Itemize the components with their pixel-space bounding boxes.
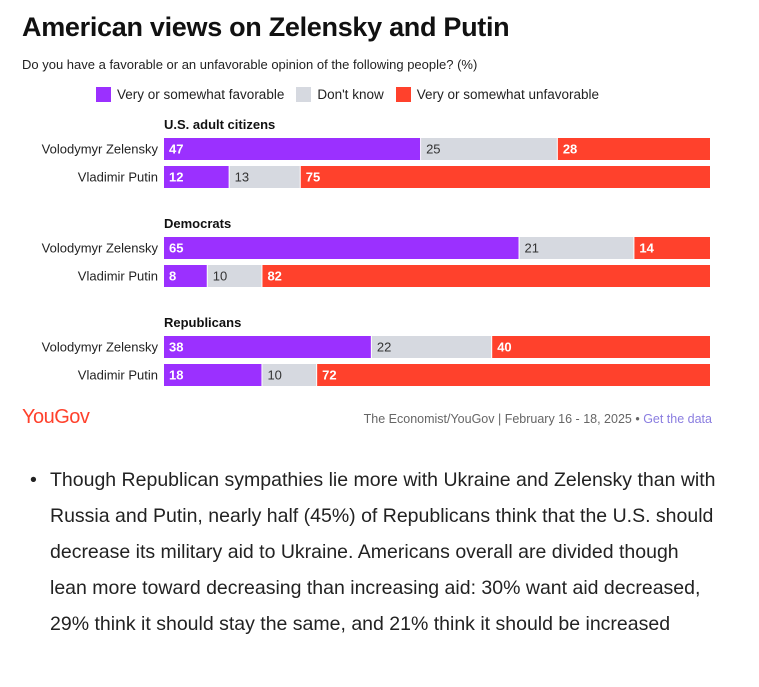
bar-value-unfavorable-1-0: 14 — [639, 241, 654, 256]
bar-value-favorable-2-1: 18 — [169, 368, 183, 383]
bar-unfavorable-1-1 — [262, 265, 710, 287]
bullet-point: • Though Republican sympathies lie more … — [30, 462, 720, 642]
bar-favorable-2-1 — [164, 364, 262, 386]
bar-dont-know-2-1 — [262, 364, 317, 386]
bar-favorable-0-1 — [164, 166, 229, 188]
bar-unfavorable-2-0 — [492, 336, 710, 358]
bar-favorable-0-0 — [164, 138, 421, 160]
stacked-bar-chart: U.S. adult citizens Volodymyr Zelensky 47 2… — [42, 117, 710, 386]
bar-dont-know-0-0 — [421, 138, 557, 160]
bar-value-unfavorable-0-0: 28 — [563, 142, 577, 157]
bar-dont-know-1-0 — [519, 237, 634, 259]
group-heading-0: U.S. adult citizens — [164, 117, 275, 132]
bar-value-dont-know-0-0: 25 — [426, 142, 440, 157]
bar-unfavorable-0-0 — [557, 138, 710, 160]
bar-unfavorable-1-0 — [634, 237, 710, 259]
row-label-0-0: Volodymyr Zelensky — [42, 142, 159, 157]
row-label-1-0: Volodymyr Zelensky — [42, 241, 159, 256]
bullet-dot: • — [30, 469, 37, 491]
yougov-logo: YouGov — [22, 406, 90, 428]
bar-value-unfavorable-2-0: 40 — [497, 340, 511, 355]
bar-value-dont-know-0-1: 13 — [235, 170, 249, 185]
bar-value-dont-know-1-1: 10 — [213, 269, 227, 284]
legend-swatch-unfavorable — [395, 87, 411, 102]
row-label-2-1: Vladimir Putin — [78, 368, 158, 383]
get-the-data-link[interactable]: Get the data — [643, 412, 712, 426]
bar-favorable-1-0 — [164, 237, 519, 259]
legend-item-dont-know: Don't know — [296, 87, 384, 102]
bar-dont-know-0-1 — [229, 166, 300, 188]
bullet-text: Though Republican sympathies lie more wi… — [50, 469, 716, 635]
bar-value-favorable-0-1: 12 — [169, 170, 183, 185]
legend-item-favorable: Very or somewhat favorable — [96, 87, 284, 102]
bar-value-unfavorable-2-1: 72 — [322, 368, 336, 383]
source-text: The Economist/YouGov | February 16 - 18,… — [363, 412, 640, 426]
legend: Very or somewhat favorable Don't know Ve… — [96, 87, 611, 102]
bar-value-dont-know-2-0: 22 — [377, 340, 391, 355]
row-label-1-1: Vladimir Putin — [78, 269, 158, 284]
bar-value-dont-know-1-0: 21 — [525, 241, 539, 256]
bar-dont-know-1-1 — [207, 265, 262, 287]
group-heading-1: Democrats — [164, 216, 231, 231]
bar-value-favorable-1-1: 8 — [169, 269, 176, 284]
bar-value-unfavorable-1-1: 82 — [267, 269, 281, 284]
legend-swatch-favorable — [96, 87, 111, 102]
footer-source: The Economist/YouGov | February 16 - 18,… — [364, 412, 712, 426]
bar-value-dont-know-2-1: 10 — [267, 368, 281, 383]
row-label-2-0: Volodymyr Zelensky — [42, 340, 159, 355]
bar-favorable-1-1 — [164, 265, 207, 287]
legend-item-unfavorable: Very or somewhat unfavorable — [395, 87, 600, 102]
group-heading-2: Republicans — [164, 315, 241, 330]
legend-label-dont-know: Don't know — [317, 87, 384, 102]
chart-title: American views on Zelensky and Putin — [22, 12, 510, 42]
bar-dont-know-2-0 — [371, 336, 492, 358]
bar-value-favorable-0-0: 47 — [169, 142, 183, 157]
bar-unfavorable-0-1 — [300, 166, 710, 188]
row-label-0-1: Vladimir Putin — [78, 170, 158, 185]
bar-value-favorable-1-0: 65 — [169, 241, 183, 256]
legend-swatch-dont-know — [296, 87, 312, 102]
bar-favorable-2-0 — [164, 336, 371, 358]
chart-subtitle: Do you have a favorable or an unfavorabl… — [22, 57, 478, 72]
bar-value-favorable-2-0: 38 — [169, 340, 183, 355]
legend-label-unfavorable: Very or somewhat unfavorable — [416, 87, 600, 102]
bar-unfavorable-2-1 — [317, 364, 710, 386]
legend-label-favorable: Very or somewhat favorable — [117, 87, 285, 102]
bar-value-unfavorable-0-1: 75 — [306, 170, 320, 185]
